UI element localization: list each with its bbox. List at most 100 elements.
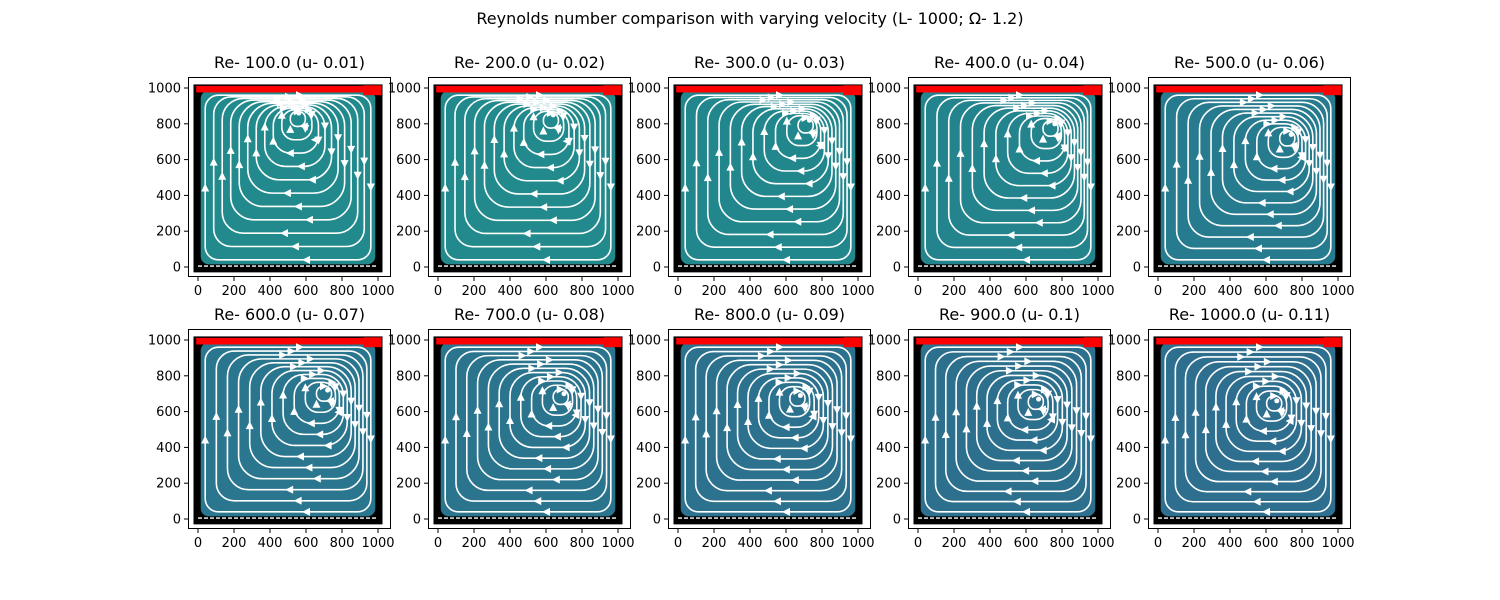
streamline-arrow [355, 404, 364, 413]
streamline [1233, 115, 1310, 193]
streamline-arrow [1048, 413, 1057, 422]
streamline-arrow [285, 485, 294, 494]
y-tick-label: 600 [156, 405, 181, 420]
x-tick-label: 600 [1014, 284, 1039, 299]
y-tick-label: 0 [1133, 513, 1141, 528]
streamline [204, 346, 372, 513]
streamline-arrow [300, 374, 309, 383]
x-tick-label: 0 [914, 284, 922, 299]
streamline-arrow [606, 435, 615, 444]
streamline-arrow [235, 160, 244, 169]
streamline-arrow [306, 419, 315, 428]
streamline-arrow [784, 373, 793, 382]
streamline-arrow [243, 134, 252, 143]
streamline [945, 355, 1083, 493]
axes-frame [668, 329, 871, 529]
lid-corner [603, 337, 622, 348]
streamline-arrow [546, 372, 555, 381]
streamline-arrow [785, 205, 794, 214]
streamline-arrow [473, 405, 482, 414]
y-tick-label: 600 [636, 405, 661, 420]
streamline-arrow [1054, 114, 1063, 123]
y-tick-label: 600 [1116, 153, 1141, 168]
streamline [1256, 122, 1303, 170]
streamline-arrow [816, 141, 825, 150]
x-tick-label: 1000 [1321, 284, 1354, 299]
subplot-7: 0 200 400 600 800 1000 0 200 400 600 800 1000 Re- 70… [388, 305, 635, 551]
streamline [983, 107, 1076, 199]
streamline-arrow [776, 91, 784, 100]
y-tick-label: 400 [636, 189, 661, 204]
y-tick-label: 800 [156, 117, 181, 132]
streamline-arrow [343, 414, 352, 423]
streamline-arrow [1298, 152, 1306, 161]
y-tick-label: 0 [1133, 261, 1141, 276]
streamline-arrow [1292, 397, 1301, 406]
streamline-arrow [1053, 396, 1062, 405]
x-tick-label: 1000 [361, 284, 394, 299]
subplot-3: 0 200 400 600 800 1000 0 200 400 600 800 1000 Re- 30… [628, 53, 875, 299]
streamline-arrow [347, 145, 356, 154]
streamline [924, 346, 1092, 513]
streamline-arrow [1262, 255, 1270, 264]
streamline-arrow [1161, 183, 1170, 192]
x-tick-label: 0 [1154, 284, 1162, 299]
streamline-arrow [362, 411, 371, 420]
y-tick-label: 1000 [1108, 334, 1141, 349]
streamline-arrow [1277, 447, 1286, 456]
streamline-arrow [1005, 366, 1014, 375]
y-tick-label: 400 [1116, 189, 1141, 204]
streamline-arrow [1308, 143, 1317, 152]
streamline-arrow [1252, 382, 1261, 391]
streamline [444, 94, 612, 261]
streamline-arrow [312, 474, 321, 483]
streamline-arrow [287, 347, 296, 356]
streamline-arrow [279, 229, 288, 238]
y-tick-label: 200 [156, 477, 181, 492]
subplot-title: Re- 700.0 (u- 0.08) [454, 305, 605, 324]
streamline-arrow [1030, 477, 1039, 486]
streamline-arrow [1222, 419, 1231, 428]
streamline-arrow [1080, 173, 1089, 182]
y-tick-label: 600 [876, 153, 901, 168]
streamline-arrow [301, 383, 310, 392]
streamline-arrow [335, 406, 344, 415]
streamline [736, 368, 829, 460]
streamline-arrow [843, 158, 852, 167]
streamline-arrow [1319, 175, 1328, 184]
plot-area [673, 336, 863, 525]
y-tick-label: 400 [156, 441, 181, 456]
x-tick-label: 800 [570, 284, 595, 299]
streamline-arrow [538, 386, 547, 395]
streamline-arrow [285, 149, 294, 158]
streamline-arrow [1003, 129, 1012, 138]
streamline-arrow [1063, 129, 1072, 138]
x-tick-label: 600 [534, 536, 559, 551]
streamline [304, 381, 337, 414]
y-tick-label: 200 [636, 225, 661, 240]
streamline [1221, 112, 1314, 204]
x-tick-label: 200 [702, 284, 727, 299]
streamline-arrow [1171, 412, 1180, 421]
streamline-arrow [1058, 418, 1067, 427]
streamline-arrow [480, 160, 489, 169]
streamline-arrow [1301, 136, 1310, 145]
x-tick-label: 400 [258, 536, 283, 551]
streamline-arrow [1015, 144, 1024, 153]
x-tick-label: 1000 [1081, 284, 1114, 299]
streamline [280, 109, 313, 141]
streamline-arrow [1273, 221, 1282, 230]
streamline-arrow [932, 158, 941, 167]
streamline-arrow [723, 423, 732, 432]
streamline [959, 102, 1082, 224]
y-tick-label: 400 [156, 189, 181, 204]
streamline-arrow [518, 351, 527, 360]
axes-frame [428, 77, 631, 277]
streamline-arrow [784, 356, 793, 365]
streamline-arrow [790, 476, 799, 485]
x-tick-label: 200 [222, 284, 247, 299]
streamline [786, 114, 818, 147]
streamline-arrow [1253, 244, 1262, 253]
streamline-arrow [793, 217, 802, 226]
y-tick-label: 400 [636, 441, 661, 456]
